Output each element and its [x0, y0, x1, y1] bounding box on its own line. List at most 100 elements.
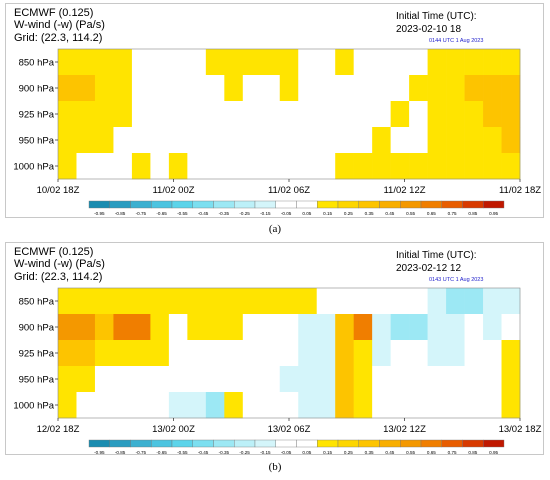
- panel-a-heat-cell-r1c20: [427, 75, 447, 102]
- panel-b-heat-cell-r1c1: [76, 314, 96, 341]
- panel-b-heat-cell-r0c23: [483, 288, 502, 315]
- panel-a-heat-cell-r2c4: [131, 101, 151, 128]
- panel-a-heat-cell-r3c15: [335, 127, 354, 154]
- panel-a-heat-cell-r4c22: [464, 153, 484, 180]
- panel-b-heat-cell-r3c6: [168, 366, 188, 393]
- panel-b-grid-text: Grid: (22.3, 114.2): [14, 271, 102, 283]
- panel-b-heat-cell-r2c3: [113, 340, 133, 367]
- panel-b-heat-cell-r0c3: [113, 288, 133, 315]
- panel-a-heat-cell-r1c24: [501, 75, 521, 102]
- panel-b-colorbar-swatch-5: [192, 439, 214, 448]
- panel-a-heat-cell-r0c17: [372, 49, 391, 76]
- panel-a-heat-cell-r4c15: [335, 153, 354, 180]
- panel-b-heat-cell-r1c24: [501, 314, 521, 341]
- panel-b-colorbar-swatch-14: [379, 439, 401, 448]
- panel-a-heat-cell-r4c12: [279, 153, 299, 180]
- panel-b-init-time-text: 2023-02-12 12: [396, 263, 461, 274]
- chart-panel-a: ECMWF (0.125) W-wind (-w) (Pa/s) Grid: (22…: [5, 3, 544, 218]
- panel-a-heat-cell-r3c16: [353, 127, 373, 154]
- panel-a-heat-cell-r3c7: [187, 127, 207, 154]
- panel-a-heat-cell-r3c1: [76, 127, 96, 154]
- panel-a-heat-cell-r3c22: [464, 127, 484, 154]
- panel-a-heat-cell-r0c14: [316, 49, 336, 76]
- panel-b-heat-cell-r1c5: [150, 314, 170, 341]
- panel-b-heat-cell-r2c15: [335, 340, 354, 367]
- panel-a-heat-cell-r4c14: [316, 153, 336, 180]
- panel-b-heat-cell-r4c1: [76, 392, 96, 419]
- panel-b-heat-cell-r3c5: [150, 366, 170, 393]
- panel-a-timestamp-text: 0144 UTC 1 Aug 2023: [429, 38, 483, 44]
- panel-b-heat-cell-r4c12: [279, 392, 299, 419]
- panel-b-heat-cell-r3c19: [409, 366, 428, 393]
- panel-b-heat-cell-r2c16: [353, 340, 373, 367]
- panel-b-colorbar-swatch-18: [462, 439, 484, 448]
- panel-a-heat-cell-r2c6: [168, 101, 188, 128]
- panel-b-heat-cell-r3c4: [131, 366, 151, 393]
- caption-b: (b): [268, 461, 282, 473]
- panel-b-heat-cell-r4c2: [94, 392, 114, 419]
- panel-b-heat-cell-r4c17: [372, 392, 391, 419]
- panel-a-x-label-1: 11/02 00Z: [152, 185, 194, 196]
- panel-a-heat-cell-r0c21: [446, 49, 465, 76]
- panel-a-colorbar-tick-12: 0.25: [344, 211, 353, 216]
- panel-b-heat-cell-r2c0: [58, 340, 77, 367]
- panel-b-heat-cell-r3c15: [335, 366, 354, 393]
- panel-b-heat-cell-r3c12: [279, 366, 299, 393]
- panel-b-heat-cell-r4c15: [335, 392, 354, 419]
- panel-b-heat-cell-r0c13: [298, 288, 318, 315]
- panel-b-colorbar-swatch-17: [441, 439, 463, 448]
- panel-b-colorbar-tick-18: 0.85: [468, 450, 477, 454]
- panel-b-heat-cell-r2c9: [224, 340, 244, 367]
- panel-a-heat-cell-r4c2: [94, 153, 114, 180]
- panel-a-heat-cell-r2c1: [76, 101, 96, 128]
- panel-b-heat-cell-r1c14: [316, 314, 336, 341]
- panel-a-colorbar-tick-6: -0.35: [219, 211, 230, 216]
- panel-a-colorbar-swatch-10: [296, 200, 318, 209]
- panel-b-heat-cell-r0c19: [409, 288, 428, 315]
- panel-b-y-label-4: 1000 hPa: [13, 401, 54, 412]
- panel-a-colorbar-swatch-13: [358, 200, 380, 209]
- panel-a-init-label-text: Initial Time (UTC):: [396, 11, 477, 22]
- panel-b-heat-cell-r4c14: [316, 392, 336, 419]
- panel-a-heat-cell-r1c3: [113, 75, 133, 102]
- panel-a-heat-cell-r1c5: [150, 75, 170, 102]
- panel-b-x-label-3: 13/02 12Z: [383, 424, 426, 435]
- panel-b-heat-cell-r1c13: [298, 314, 318, 341]
- panel-b-colorbar-tick-11: 0.15: [323, 450, 332, 454]
- panel-a-heat-cell-r4c0: [58, 153, 77, 180]
- panel-a-heat-cell-r4c9: [224, 153, 244, 180]
- panel-a-heat-cell-r3c3: [113, 127, 133, 154]
- panel-b-heat-cell-r3c7: [187, 366, 207, 393]
- panel-b-heat-cell-r3c21: [446, 366, 465, 393]
- panel-a-heat-cell-r1c14: [316, 75, 336, 102]
- panel-a-heat-cell-r3c19: [409, 127, 428, 154]
- panel-b-heat-cell-r3c22: [464, 366, 484, 393]
- panel-b-heat-cell-r2c18: [390, 340, 410, 367]
- panel-b-heat-cell-r0c10: [242, 288, 262, 315]
- panel-a-colorbar-swatch-9: [275, 200, 297, 209]
- panel-b-colorbar-tick-3: -0.65: [156, 450, 167, 454]
- panel-b-heat-cell-r2c4: [131, 340, 151, 367]
- panel-b-colorbar-swatch-15: [400, 439, 422, 448]
- panel-a-heat-cell-r4c21: [446, 153, 465, 180]
- panel-a-heat-cell-r3c12: [279, 127, 299, 154]
- panel-b-variable-text: W-wind (-w) (Pa/s): [14, 258, 105, 270]
- panel-a-heat-cell-r2c3: [113, 101, 133, 128]
- panel-b-heat-cell-r1c0: [58, 314, 77, 341]
- panel-b-y-label-0: 850 hPa: [19, 297, 55, 308]
- panel-a-heat-cell-r4c10: [242, 153, 262, 180]
- panel-b-heat-cell-r2c5: [150, 340, 170, 367]
- panel-a-heat-cell-r1c10: [242, 75, 262, 102]
- panel-b-heat-cell-r2c7: [187, 340, 207, 367]
- panel-a-heat-cell-r3c21: [446, 127, 465, 154]
- panel-b-heat-cell-r1c7: [187, 314, 207, 341]
- panel-b-colorbar-swatch-4: [171, 439, 193, 448]
- panel-b-heat-cell-r0c7: [187, 288, 207, 315]
- panel-a-x-label-2: 11/02 06Z: [268, 185, 310, 196]
- panel-a-heat-cell-r4c5: [150, 153, 170, 180]
- panel-a-heat-cell-r0c19: [409, 49, 428, 76]
- panel-a-heat-cell-r3c9: [224, 127, 244, 154]
- chart-svg-b: ECMWF (0.125)W-wind (-w) (Pa/s)Grid: (22…: [13, 246, 541, 455]
- panel-a-init-time-text: 2023-02-10 18: [396, 24, 461, 35]
- panel-a-model-text: ECMWF (0.125): [14, 7, 93, 19]
